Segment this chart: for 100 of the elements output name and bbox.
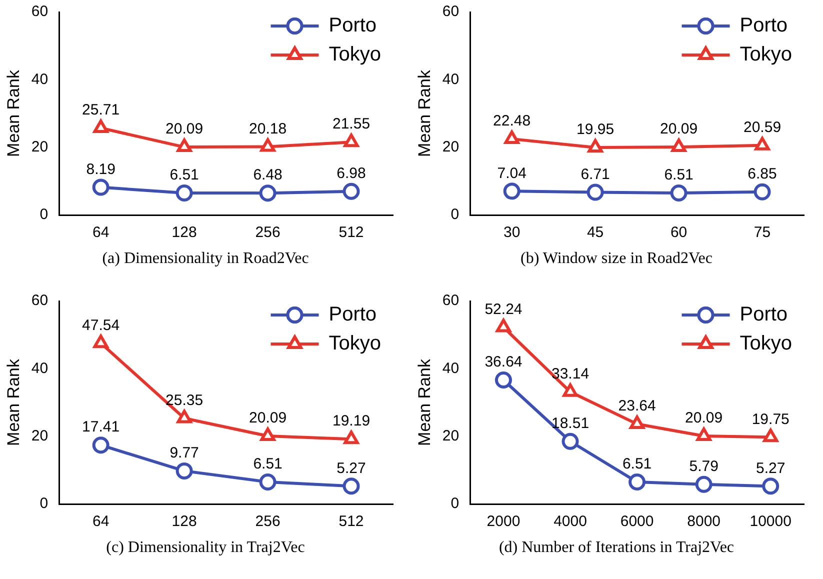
data-label: 23.64 [618, 398, 656, 415]
x-tick-label: 6000 [620, 513, 654, 530]
y-tick-label: 60 [442, 292, 460, 310]
text: (d) Number of Iterations in Traj2Vec [498, 539, 736, 557]
y-tick-label: 40 [442, 360, 460, 377]
y-tick-label: 60 [31, 292, 48, 310]
data-label: 25.71 [82, 102, 120, 119]
x-tick-label: 128 [172, 224, 197, 242]
point [562, 432, 579, 450]
x-tick-label: 45 [586, 224, 604, 242]
x-tick-label: 2000 [486, 513, 520, 530]
data-label: 21.55 [332, 116, 370, 133]
y-tick-label: 60 [31, 3, 48, 20]
x-tick-label: 75 [754, 224, 771, 242]
x-tick-label: 512 [338, 513, 364, 530]
point [342, 478, 360, 495]
point [562, 383, 578, 397]
data-label: 20.59 [743, 118, 782, 136]
legend-label: Tokyo [740, 332, 792, 355]
y-tick-label: 60 [442, 3, 460, 20]
point [176, 410, 192, 424]
y-tick-label: 20 [31, 427, 48, 444]
point [629, 416, 645, 430]
data-label: 8.19 [86, 160, 116, 178]
legend-label: Tokyo [328, 44, 382, 66]
point [628, 473, 646, 490]
x-tick-label: 4000 [554, 513, 587, 530]
data-label: 47.54 [82, 316, 120, 334]
y-tick-label: 20 [442, 427, 460, 444]
x-tick-label: 8000 [687, 513, 721, 530]
data-label: 6.51 [253, 456, 282, 473]
x-tick-label: 30 [503, 224, 520, 242]
data-label: 19.19 [332, 412, 370, 430]
point [763, 428, 778, 442]
data-label: 6.48 [253, 166, 282, 184]
data-label: 17.41 [82, 418, 120, 436]
x-tick-label: 10000 [750, 513, 792, 530]
point [695, 476, 712, 493]
legend-label: Porto [740, 14, 788, 37]
legend-label: Tokyo [740, 44, 792, 66]
data-label: 7.04 [497, 164, 526, 182]
point [696, 428, 712, 442]
data-label: 6.51 [622, 456, 652, 473]
data-label: 20.18 [249, 120, 287, 138]
data-label: 6.51 [664, 166, 694, 184]
data-label: 52.24 [484, 300, 522, 318]
y-tick-label: 0 [40, 206, 48, 224]
point [92, 436, 110, 454]
y-axis-title: Mean Rank [414, 70, 434, 157]
y-tick-label: 20 [31, 138, 48, 156]
legend-label: Tokyo [328, 332, 382, 355]
point [259, 473, 276, 490]
legend-label: Porto [328, 304, 377, 326]
x-tick-label: 512 [338, 224, 364, 242]
legend-label: Porto [740, 304, 788, 326]
legend-label: Porto [328, 14, 377, 37]
x-tick-label: 256 [255, 513, 280, 530]
point [260, 428, 276, 442]
data-label: 33.14 [551, 366, 590, 383]
data-label: 36.64 [484, 354, 522, 371]
y-tick-label: 40 [442, 70, 460, 88]
point [176, 462, 193, 480]
data-label: 6.51 [170, 166, 199, 184]
point [344, 430, 359, 444]
data-label: 19.75 [752, 410, 790, 428]
data-label: 9.77 [170, 444, 199, 462]
data-label: 25.35 [166, 392, 204, 409]
data-label: 6.98 [336, 165, 366, 182]
y-tick-label: 0 [450, 206, 460, 224]
x-tick-label: 128 [172, 513, 197, 530]
y-axis-title: Mean Rank [4, 358, 23, 446]
y-tick-label: 40 [31, 70, 48, 88]
y-tick-label: 40 [31, 360, 48, 377]
data-label: 20.09 [249, 410, 287, 427]
y-tick-label: 0 [40, 495, 48, 512]
x-tick-label: 64 [92, 224, 110, 242]
data-label: 5.27 [756, 460, 786, 477]
data-label: 20.09 [166, 120, 204, 138]
x-tick-label: 256 [255, 224, 280, 242]
data-label: 5.27 [336, 460, 366, 477]
data-label: 18.51 [551, 415, 590, 432]
y-axis-title: Mean Rank [4, 70, 23, 157]
data-label: 19.95 [576, 121, 614, 138]
text: (b) Window size in Road2Vec [520, 250, 714, 268]
text: (a) Dimensionality in Road2Vec [101, 250, 310, 268]
data-label: 6.71 [580, 166, 610, 183]
text: (c) Dimensionality in Traj2Vec [105, 539, 306, 557]
y-axis-title: Mean Rank [414, 358, 434, 446]
y-tick-label: 20 [442, 138, 460, 156]
data-label: 22.48 [493, 112, 531, 130]
data-label: 20.09 [660, 120, 698, 138]
y-tick-label: 0 [450, 495, 460, 512]
point [93, 334, 108, 348]
x-tick-label: 60 [670, 224, 688, 242]
x-tick-label: 64 [92, 513, 110, 530]
data-label: 6.85 [748, 165, 777, 182]
point [496, 318, 512, 332]
data-label: 5.79 [689, 458, 718, 476]
point [762, 478, 780, 495]
data-label: 20.09 [685, 410, 723, 427]
